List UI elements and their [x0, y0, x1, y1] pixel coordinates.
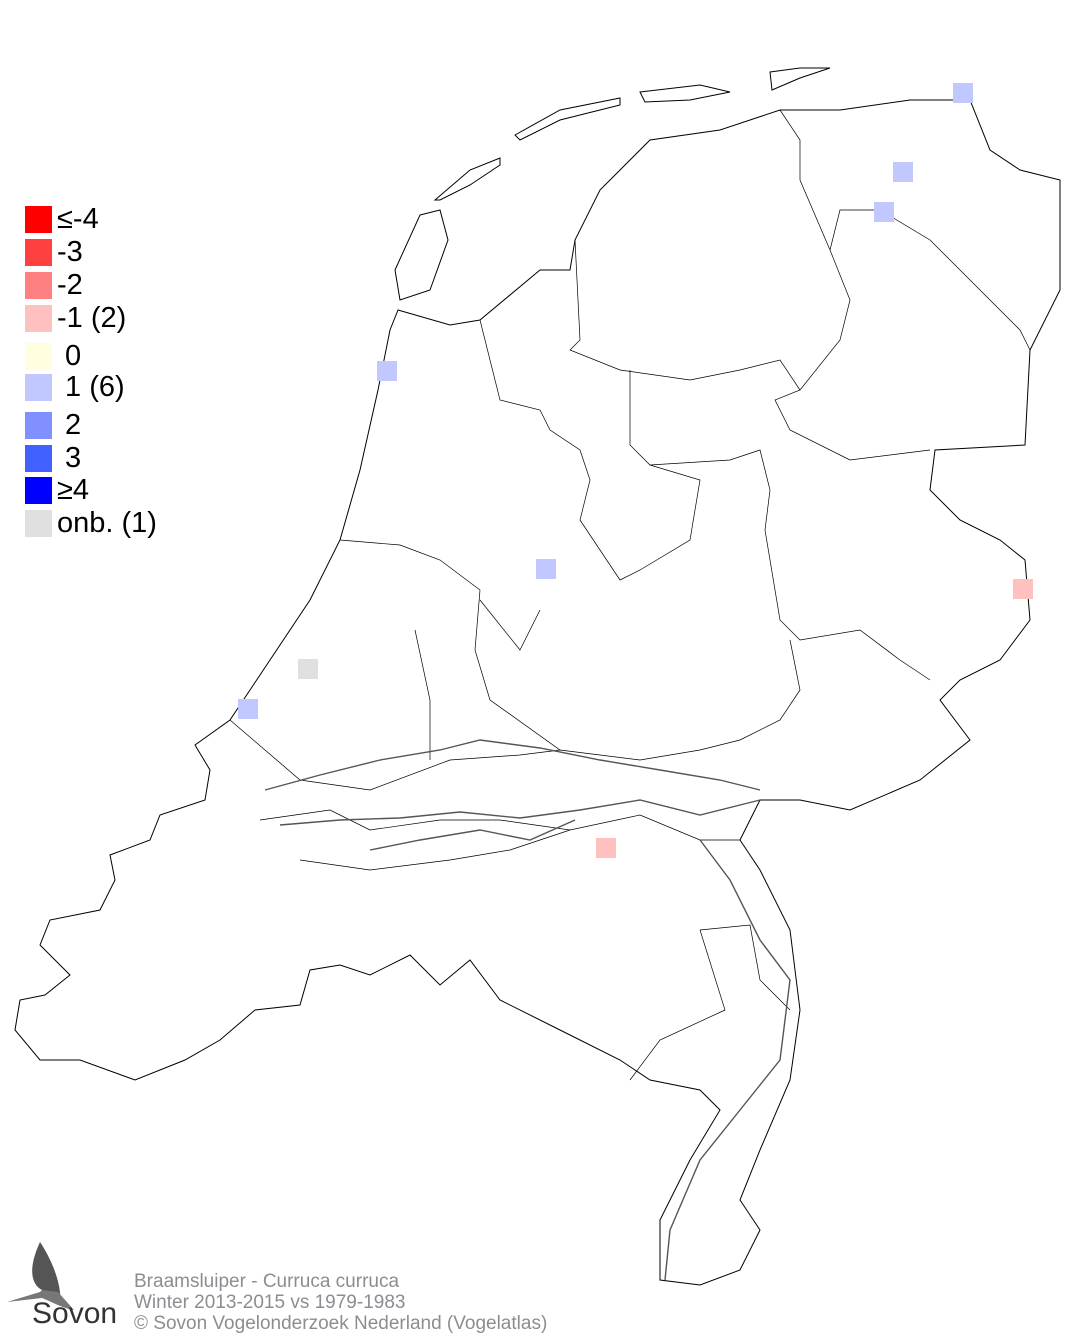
legend-label: ≥4: [57, 473, 90, 506]
legend-label: onb. (1): [57, 506, 157, 539]
legend-swatch: [25, 509, 52, 537]
legend-swatch: [25, 373, 52, 401]
legend-item: onb. (1): [25, 506, 157, 539]
grid-cell: [1013, 579, 1033, 599]
grid-cell: [596, 838, 616, 858]
grid-cell: [874, 202, 894, 222]
map-caption: Braamsluiper - Curruca curruca Winter 20…: [134, 1271, 547, 1334]
island-schiermonnikoog: [769, 67, 831, 91]
legend-label: ≤-4: [57, 202, 99, 235]
legend-swatch: [25, 411, 52, 439]
swallow-icon: [7, 1242, 74, 1310]
province-borders: [229, 109, 1031, 1081]
period-subtitle: Winter 2013-2015 vs 1979-1983: [134, 1292, 406, 1313]
legend-swatch: [25, 238, 52, 266]
legend-label: -2: [57, 268, 83, 301]
legend-item: -3: [25, 235, 83, 268]
legend-label: 1 (6): [57, 370, 125, 403]
grid-cell: [377, 361, 397, 381]
legend-item: -1 (2): [25, 301, 127, 334]
copyright: © Sovon Vogelonderzoek Nederland (Vogela…: [134, 1313, 548, 1334]
legend-item: 3: [25, 441, 82, 474]
logo-text: Sovon: [32, 1297, 118, 1330]
grid-cell: [238, 699, 258, 719]
grid-cell: [536, 559, 556, 579]
island-ameland: [639, 84, 731, 103]
legend-swatch: [25, 304, 52, 332]
legend-item: 0: [25, 339, 82, 372]
legend-swatch: [25, 444, 52, 472]
legend-item: ≤-4: [25, 202, 99, 235]
legend-item: -2: [25, 268, 83, 301]
legend-swatch: [25, 342, 52, 370]
grid-cell: [893, 162, 913, 182]
grid-cell: [953, 83, 973, 103]
island-vlieland: [433, 157, 501, 201]
grid-cell: [298, 659, 318, 679]
legend-label: 2: [57, 408, 82, 441]
island-terschelling: [514, 97, 621, 141]
legend-label: 3: [57, 441, 82, 474]
island-texel: [394, 209, 449, 301]
species-title: Braamsluiper - Curruca curruca: [134, 1271, 400, 1292]
sovon-logo: Sovon: [2, 1240, 122, 1335]
legend-swatch: [25, 271, 52, 299]
legend-swatch: [25, 205, 52, 233]
rivers: [264, 739, 791, 1281]
grid-cells: [238, 83, 1033, 858]
legend-item: 1 (6): [25, 370, 125, 403]
legend-item: 2: [25, 408, 82, 441]
country-outline: [14, 99, 1061, 1286]
legend-label: -3: [57, 235, 83, 268]
legend-label: 0: [57, 339, 82, 372]
legend-label: -1 (2): [57, 301, 127, 334]
legend-item: ≥4: [25, 473, 90, 506]
legend-swatch: [25, 476, 52, 504]
